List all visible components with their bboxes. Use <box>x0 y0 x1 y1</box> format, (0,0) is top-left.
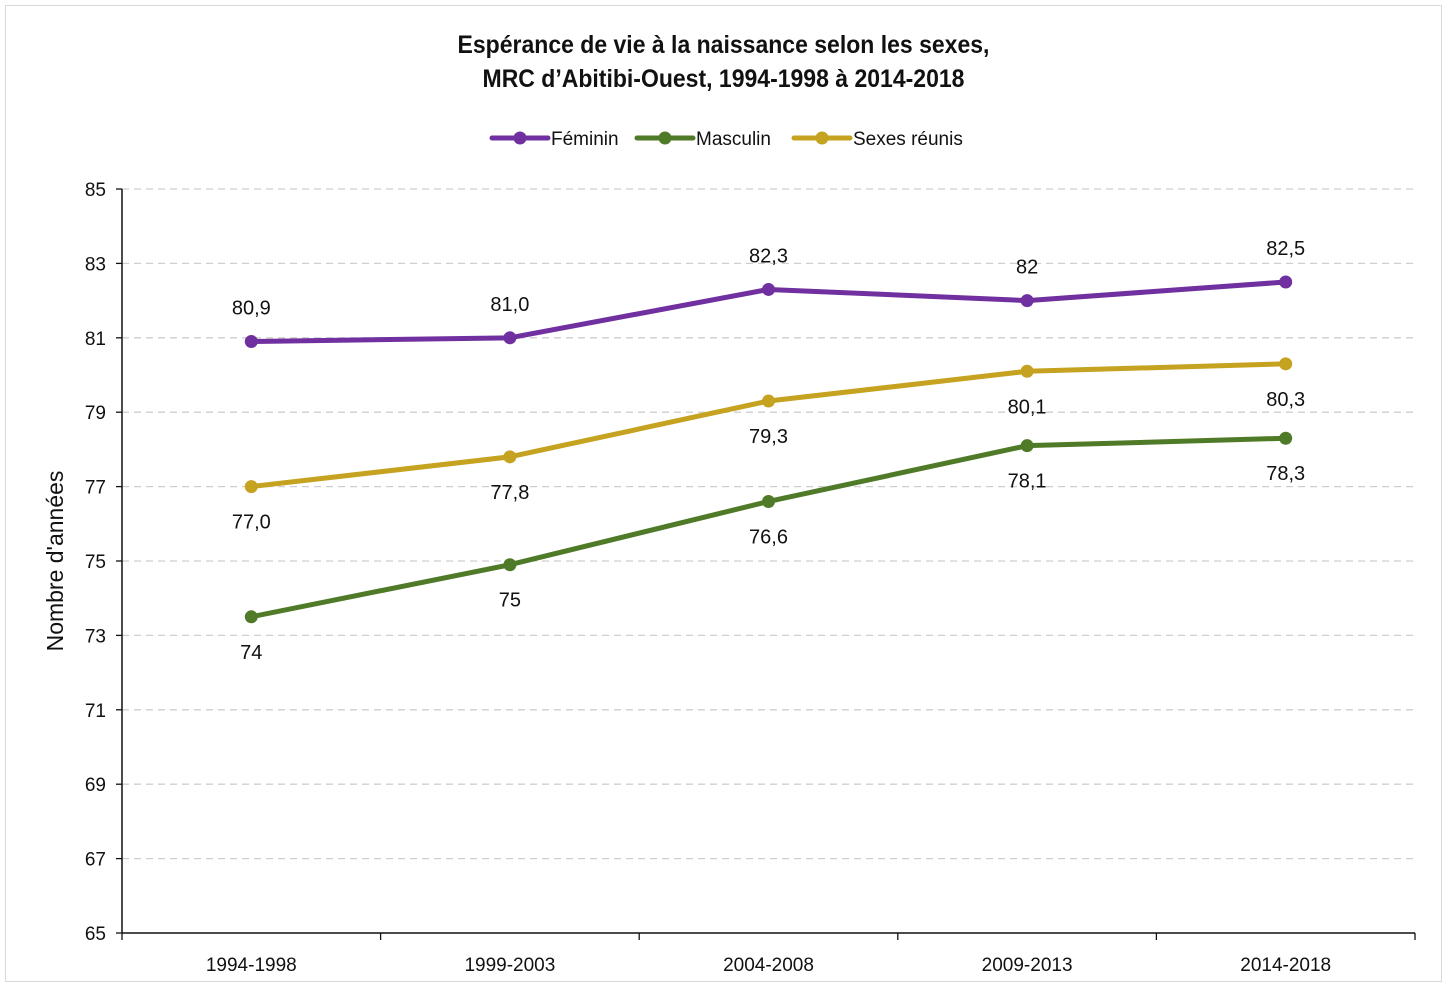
y-tick-label-71: 71 <box>85 701 106 722</box>
point-sexes-r-unis-1 <box>503 450 517 464</box>
data-label-sexes-r-unis-4: 80,3 <box>1266 389 1305 411</box>
data-label-f-minin-4: 82,5 <box>1266 238 1305 260</box>
chart-title-line-1: Espérance de vie à la naissance selon le… <box>457 31 990 59</box>
data-label-masculin-1: 75 <box>499 590 521 612</box>
legend-label-masculin: Masculin <box>696 129 771 150</box>
legend-label-f-minin: Féminin <box>551 129 619 150</box>
x-tick-label-2009-2013: 2009-2013 <box>982 955 1073 976</box>
point-f-minin-1 <box>503 331 517 345</box>
chart-frame <box>5 5 1442 982</box>
data-label-f-minin-0: 80,9 <box>232 298 271 320</box>
point-masculin-4 <box>1279 431 1293 445</box>
legend-marker-f-minin <box>513 131 527 145</box>
axes: 65 67 69 71 73 75 77 79 81 83 85 1994-1998 1999-2003… <box>85 180 1416 976</box>
point-sexes-r-unis-2 <box>762 394 775 408</box>
legend: Féminin Masculin Sexes réunis <box>489 129 963 150</box>
point-f-minin-3 <box>1020 294 1034 308</box>
y-tick-label-69: 69 <box>85 775 106 796</box>
legend-marker-masculin <box>658 131 672 145</box>
legend-label-sexes-r-unis: Sexes réunis <box>853 129 963 150</box>
data-label-f-minin-1: 81,0 <box>490 294 529 316</box>
x-tick-label-2004-2008: 2004-2008 <box>723 955 814 976</box>
point-f-minin-2 <box>762 282 775 296</box>
point-f-minin-0 <box>244 335 258 349</box>
point-masculin-3 <box>1020 439 1034 453</box>
y-tick-label-75: 75 <box>85 552 106 573</box>
data-label-sexes-r-unis-2: 79,3 <box>749 426 788 448</box>
y-tick-label-81: 81 <box>85 329 106 350</box>
series-group <box>244 275 1293 624</box>
point-masculin-0 <box>244 610 258 624</box>
legend-marker-sexes-r-unis <box>815 131 829 145</box>
point-masculin-2 <box>762 494 775 508</box>
y-tick-label-67: 67 <box>85 850 106 871</box>
data-labels: 80,9 81,0 82,3 82 82,5 74 75 76,6 78,1 78,3 77,0 77… <box>232 238 1305 664</box>
y-tick-label-79: 79 <box>85 403 106 424</box>
point-sexes-r-unis-4 <box>1279 357 1293 371</box>
data-label-sexes-r-unis-1: 77,8 <box>490 482 529 504</box>
data-label-f-minin-2: 82,3 <box>749 245 788 267</box>
data-label-masculin-2: 76,6 <box>749 526 788 548</box>
y-tick-label-85: 85 <box>85 180 106 201</box>
chart-title-line-2: MRC d’Abitibi-Ouest, 1994-1998 à 2014-20… <box>482 65 965 93</box>
y-axis-label: Nombre d'années <box>42 471 68 652</box>
x-tick-label-1994-1998: 1994-1998 <box>206 955 297 976</box>
y-tick-label-73: 73 <box>85 626 106 647</box>
y-tick-label-77: 77 <box>85 478 106 499</box>
data-label-masculin-0: 74 <box>240 642 262 664</box>
point-sexes-r-unis-3 <box>1020 364 1034 378</box>
y-tick-label-83: 83 <box>85 254 106 275</box>
x-tick-label-1999-2003: 1999-2003 <box>464 955 555 976</box>
point-sexes-r-unis-0 <box>244 480 258 494</box>
x-tick-label-2014-2018: 2014-2018 <box>1240 955 1331 976</box>
y-tick-label-65: 65 <box>85 924 106 945</box>
chart-title: Espérance de vie à la naissance selon le… <box>58 28 1389 96</box>
point-f-minin-4 <box>1279 275 1293 289</box>
data-label-masculin-3: 78,1 <box>1008 471 1047 493</box>
data-label-sexes-r-unis-0: 77,0 <box>232 512 271 534</box>
data-label-masculin-4: 78,3 <box>1266 463 1305 485</box>
data-label-f-minin-3: 82 <box>1016 257 1038 279</box>
data-label-sexes-r-unis-3: 80,1 <box>1008 396 1047 418</box>
point-masculin-1 <box>503 558 517 572</box>
